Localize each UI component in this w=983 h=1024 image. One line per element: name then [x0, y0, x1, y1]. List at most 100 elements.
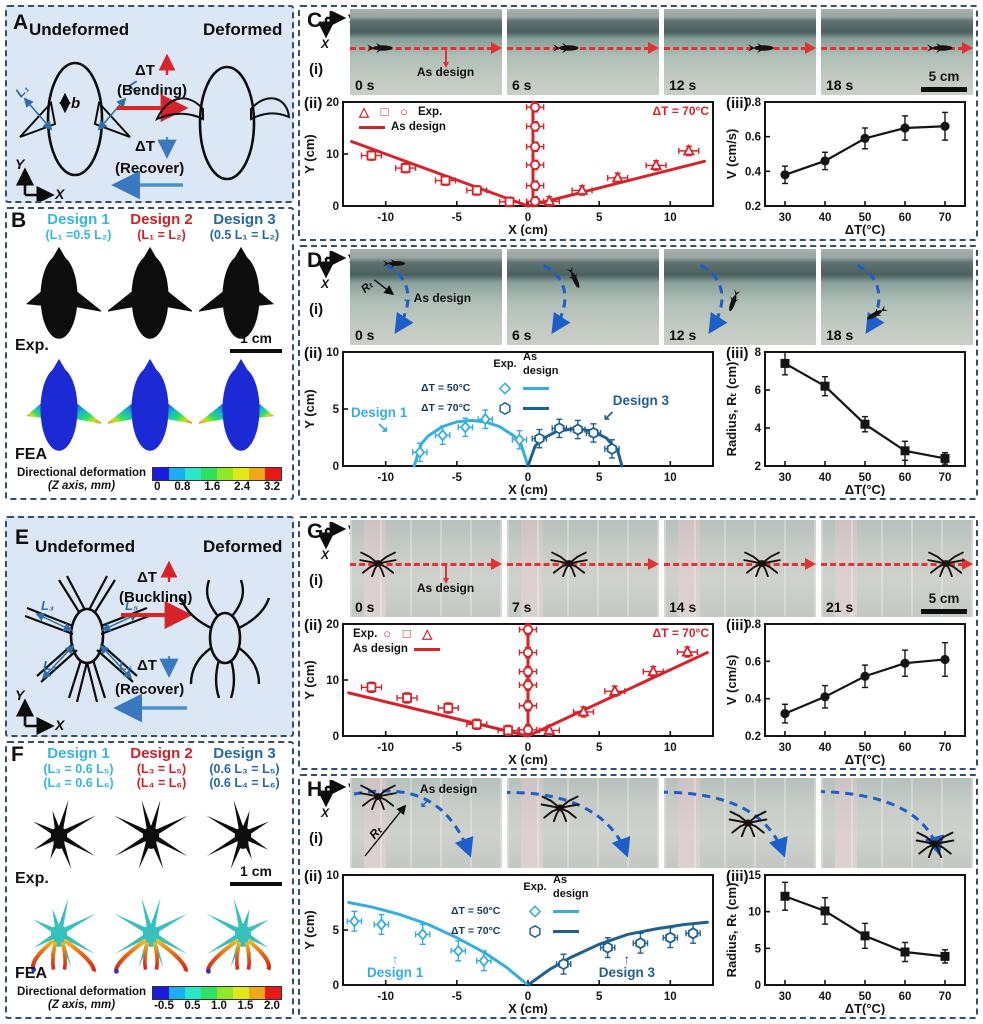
- svg-text:70: 70: [939, 991, 952, 1003]
- deformed-spider: [179, 579, 271, 699]
- panel-letter: A: [13, 11, 28, 34]
- design-3-header: Design 3 (0.6 L₃ = L₅) (0.6 L₄ = L₆): [209, 745, 280, 790]
- l3-dimension-arrow: [35, 612, 73, 632]
- photo-frame: 14 s: [664, 520, 816, 617]
- undeformed-label: Undeformed: [29, 20, 129, 39]
- colorbar-ticks: 0 0.8 1.6 2.4 3.2: [154, 480, 280, 493]
- photo-sequence: Rₜ ←As design 0 s 6 s 12 s 18 s: [350, 249, 973, 345]
- rt-annotation: Rₜ: [359, 279, 395, 296]
- svg-text:10: 10: [664, 742, 677, 754]
- panel-letter: D: [307, 249, 323, 272]
- as-design-path-line: [350, 46, 493, 50]
- svg-text:60: 60: [899, 212, 912, 224]
- svg-text:40: 40: [819, 991, 832, 1003]
- as-design-annotation: As design ↙: [419, 781, 478, 810]
- svg-text:0.4: 0.4: [745, 694, 762, 706]
- radius-plot: 30 40 50 60 70 0 5 10 15 ΔT(°C) Radius, Rₜ (cm): [725, 870, 966, 1015]
- timestamp: 18 s: [826, 77, 854, 93]
- svg-text:Rₜ: Rₜ: [366, 822, 386, 842]
- spider-icon: [550, 550, 588, 577]
- svg-text:Radius, Rₜ (cm): Radius, Rₜ (cm): [725, 883, 739, 978]
- svg-text:0: 0: [333, 980, 339, 992]
- fea-fish: [105, 357, 194, 466]
- buckling-schematic: E Undeformed Deformed L₃ L₅ L₄ L₆ ΔT (Bu…: [15, 526, 282, 735]
- xy-trajectory-plot: -10 -5 0 5 10 0 10 20 X (cm) Y (cm): [303, 97, 714, 236]
- fish-icon: [367, 42, 397, 54]
- l4-dimension-arrow: [41, 644, 75, 680]
- colorbar-label: Directional deformation (Z axis, mm): [17, 466, 147, 492]
- xy-turning-plot: -10 -5 0 5 10 0 5 10 X (cm) Y (cm): [303, 870, 714, 1015]
- photo-frame: As design 0 s: [350, 9, 502, 95]
- arrow-right-icon: [962, 557, 973, 570]
- l3-label: L₃: [41, 598, 54, 613]
- l2-dimension-arrow: [97, 97, 127, 131]
- as-design-annotation: As design: [417, 48, 474, 81]
- l1-label: L₁: [12, 81, 31, 100]
- sub-label-iii: (iii): [726, 868, 749, 885]
- svg-text:60: 60: [899, 472, 912, 484]
- fea-label: FEA: [15, 445, 47, 463]
- photo-frame: 6 s: [507, 249, 659, 345]
- panel-c: C Y X (i) As design 0 s 6 s 12 s: [298, 5, 978, 241]
- turning-trajectory-curve: [385, 263, 414, 335]
- radius-chart: (iii) 30 40 50 60 70 0 5 10 15 ΔT(°C) Radius, Rₜ (…: [725, 868, 973, 1015]
- legend: Exp. As design ΔT = 50°C ΔT = 70°C: [451, 874, 589, 938]
- deformed-body: [198, 65, 256, 181]
- dt-annotation: ΔT = 70°C: [652, 104, 709, 118]
- xy-turning-plot: -10 -5 0 5 10 0 5 10 X (cm) Y (cm): [303, 347, 714, 496]
- svg-text:0.6: 0.6: [745, 132, 761, 144]
- as-design-annotation: ←As design: [401, 291, 472, 306]
- undeformed-body: [46, 61, 104, 177]
- svg-text:-5: -5: [452, 212, 463, 224]
- hexagon-marker-icon: [499, 401, 511, 415]
- svg-text:60: 60: [899, 991, 912, 1003]
- svg-text:X: X: [320, 806, 330, 820]
- spider-icon: [743, 550, 781, 577]
- svg-text:10: 10: [326, 149, 339, 161]
- arrow-down-left-icon: ↙: [602, 406, 615, 423]
- l5-label: L₅: [125, 598, 138, 613]
- design-1-header: Design 1 (L₃ = 0.6 L₅) (L₄ = 0.6 L₆): [43, 745, 114, 790]
- velocity-plot: 30 40 50 60 70 0.2 0.4 0.6 0.8 ΔT(°C) V (cm/s): [725, 619, 966, 766]
- sub-label-iii: (iii): [726, 617, 749, 634]
- arrow-down-right-icon: ↘: [377, 418, 389, 435]
- svg-text:0.2: 0.2: [745, 731, 761, 743]
- trajectory-chart: (ii) -10 -5 0 5 10 0 10 20 X (cm) Y (cm) Exp. ○ □ …: [303, 617, 721, 766]
- sub-label-i: (i): [309, 61, 324, 78]
- svg-text:0.4: 0.4: [745, 166, 762, 178]
- l6-label: L₆: [119, 658, 132, 673]
- colorbar-ticks: -0.5 0.5 1.0 1.5 2.0: [154, 999, 280, 1012]
- timestamp: 12 s: [669, 327, 697, 343]
- svg-text:20: 20: [326, 97, 339, 109]
- as-design-annotation: As design: [417, 564, 474, 597]
- svg-text:-10: -10: [377, 212, 394, 224]
- design-3-label: ↑ Design 3: [598, 950, 655, 980]
- fish-silhouette: [105, 245, 194, 354]
- svg-text:0.6: 0.6: [745, 656, 761, 668]
- svg-text:0.2: 0.2: [745, 201, 761, 213]
- svg-text:-10: -10: [377, 991, 394, 1003]
- xy-trajectory-plot: -10 -5 0 5 10 0 10 20 X (cm) Y (cm): [303, 619, 714, 766]
- x-axis-label: X: [54, 717, 66, 733]
- colorbar: Directional deformation (Z axis, mm) 0 0.8…: [13, 466, 286, 496]
- svg-text:V (cm/s): V (cm/s): [725, 655, 739, 706]
- recover-label: (Recover): [115, 681, 184, 698]
- svg-text:10: 10: [748, 907, 761, 919]
- x-axis-label: X: [54, 186, 66, 201]
- design-1-label: ↑ Design 1: [367, 950, 424, 980]
- design-3-header: Design 3 (0.5 L₁ = L₂): [209, 211, 280, 242]
- svg-text:-10: -10: [377, 472, 394, 484]
- svg-text:Y (cm): Y (cm): [303, 134, 317, 174]
- svg-text:8: 8: [755, 347, 762, 359]
- svg-text:40: 40: [819, 212, 832, 224]
- photo-axes-icon: Y X: [319, 251, 353, 291]
- design-2-header: Design 2 (L₁ = L₂): [130, 211, 193, 242]
- l1-dimension-arrow: [23, 97, 53, 131]
- panel-h: H Y X (i) Rₜ As design↙ (: [298, 774, 978, 1019]
- sub-label-i: (i): [309, 301, 324, 318]
- spider-icon: [915, 830, 955, 858]
- deformed-label: Deformed: [203, 537, 282, 556]
- fea-row: FEA: [13, 357, 286, 466]
- sub-label-iii: (iii): [726, 345, 749, 362]
